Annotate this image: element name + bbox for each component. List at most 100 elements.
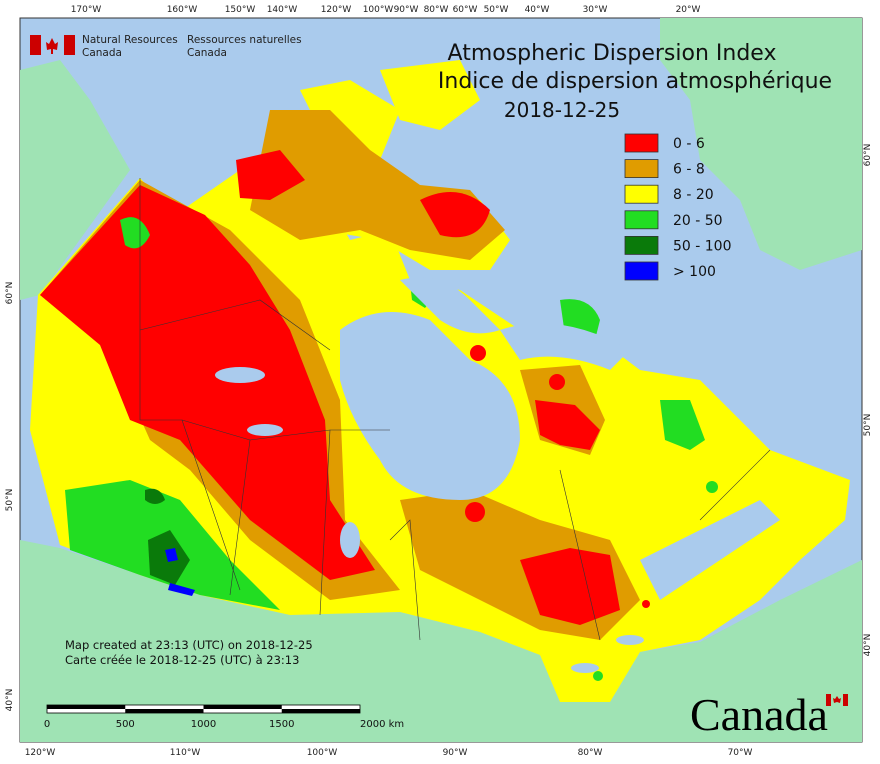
- wordmark-flag: [826, 694, 848, 706]
- land-layer: [20, 18, 862, 742]
- index-zone: [470, 345, 486, 361]
- agency-en: Natural Resources: [82, 34, 178, 46]
- index-zone: [165, 548, 178, 562]
- legend-swatch: [624, 210, 659, 230]
- scale-segment: [281, 709, 360, 713]
- graticule-label: 40°W: [525, 5, 550, 15]
- legend-swatch: [624, 261, 659, 281]
- index-zone: [120, 217, 150, 249]
- graticule-label: 150°W: [225, 5, 256, 15]
- scale-segment: [125, 709, 204, 713]
- legend-label: 8 - 20: [673, 187, 714, 203]
- border: [139, 178, 241, 591]
- credit-fr: Carte créée le 2018-12-25 (UTC) à 23:13: [65, 653, 299, 667]
- date: 2018-12-25: [504, 98, 620, 122]
- index-zone: [145, 488, 165, 504]
- index-zone: [706, 481, 718, 493]
- index-zone: [168, 583, 195, 596]
- index-zone: [420, 192, 490, 238]
- legend: 0 - 6 6 - 8 8 - 20 20 - 50 50 - 100 > 100: [624, 133, 732, 281]
- graticule-label: 60°N: [5, 282, 15, 305]
- legend-label: 20 - 50: [673, 213, 723, 229]
- scale-label: 500: [116, 719, 135, 730]
- scale-bar: 0 500 1000 1500 2000 km: [44, 704, 404, 730]
- scale-segment: [203, 705, 282, 709]
- graticule-label: 80°W: [424, 5, 449, 15]
- water-bodies: [215, 277, 780, 673]
- border: [181, 419, 390, 441]
- legend-label: 50 - 100: [673, 238, 732, 254]
- gulf-st-lawrence: [640, 500, 780, 600]
- graticule-label: 20°W: [676, 5, 701, 15]
- border: [229, 429, 421, 641]
- lake: [340, 522, 360, 558]
- scale-label: 1000: [191, 719, 216, 730]
- graticule-label: 50°W: [484, 5, 509, 15]
- hudson-bay: [340, 312, 520, 500]
- greenland: [660, 18, 862, 270]
- index-zone: [660, 400, 705, 450]
- graticule-labels: 170°W 160°W 150°W 140°W 120°W 100°W 90°W 80°W 60…: [5, 5, 873, 758]
- index-zone: [465, 502, 485, 522]
- agency-en: Canada: [82, 47, 122, 59]
- legend-swatch: [624, 133, 659, 153]
- graticule-label: 120°W: [25, 748, 56, 758]
- maple-leaf: [46, 38, 58, 54]
- legend-swatch: [624, 235, 659, 255]
- graticule-label: 90°W: [443, 748, 468, 758]
- graticule-label: 40°N: [863, 634, 873, 657]
- united-states: [20, 540, 862, 742]
- borders: [139, 178, 771, 641]
- lake: [616, 635, 644, 645]
- graticule-label: 60°W: [453, 5, 478, 15]
- wordmark: Canada: [690, 689, 828, 740]
- scale-label: 1500: [269, 719, 294, 730]
- graticule-label: 100°W: [363, 5, 394, 15]
- border: [559, 449, 771, 641]
- index-zone: [380, 60, 480, 130]
- index-zone: [535, 400, 600, 450]
- graticule-label: 40°N: [5, 689, 15, 712]
- graticule-label: 100°W: [307, 748, 338, 758]
- legend-label: > 100: [673, 264, 716, 280]
- lake: [247, 424, 283, 436]
- index-zone: [40, 185, 375, 580]
- graticule-label: 30°W: [583, 5, 608, 15]
- border: [139, 299, 331, 351]
- scale-segment: [47, 705, 126, 709]
- legend-swatch: [624, 159, 659, 179]
- credit-en: Map created at 23:13 (UTC) on 2018-12-25: [65, 638, 313, 652]
- legend-label: 0 - 6: [673, 136, 705, 152]
- lake: [215, 367, 265, 383]
- graticule-label: 60°N: [863, 144, 873, 167]
- flag-bar: [64, 35, 75, 55]
- graticule-label: 110°W: [170, 748, 201, 758]
- graticule-label: 70°W: [728, 748, 753, 758]
- graticule-label: 50°N: [5, 489, 15, 512]
- scale-label: 0: [44, 719, 50, 730]
- title-fr: Indice de dispersion atmosphérique: [438, 69, 832, 94]
- foxe-basin: [400, 277, 500, 334]
- flag-bar: [30, 35, 41, 55]
- index-zone: [520, 548, 620, 625]
- index-zone: [593, 671, 603, 681]
- graticule-label: 120°W: [321, 5, 352, 15]
- index-zone: [642, 600, 650, 608]
- graticule-label: 90°W: [394, 5, 419, 15]
- index-zone: [236, 150, 305, 200]
- scale-label: 2000 km: [360, 719, 404, 730]
- agency-signature: Natural Resources Canada Ressources natu…: [30, 34, 302, 59]
- graticule-label: 160°W: [167, 5, 198, 15]
- index-zone: [549, 374, 565, 390]
- alaska: [20, 60, 130, 300]
- legend-label: 6 - 8: [673, 162, 705, 178]
- lake: [571, 663, 599, 673]
- legend-swatch: [624, 184, 659, 204]
- hudson-strait: [500, 323, 630, 370]
- agency-fr: Canada: [187, 47, 227, 59]
- graticule-label: 140°W: [267, 5, 298, 15]
- graticule-label: 80°W: [578, 748, 603, 758]
- title: Atmospheric Dispersion Index: [448, 41, 777, 66]
- graticule-label: 50°N: [863, 414, 873, 437]
